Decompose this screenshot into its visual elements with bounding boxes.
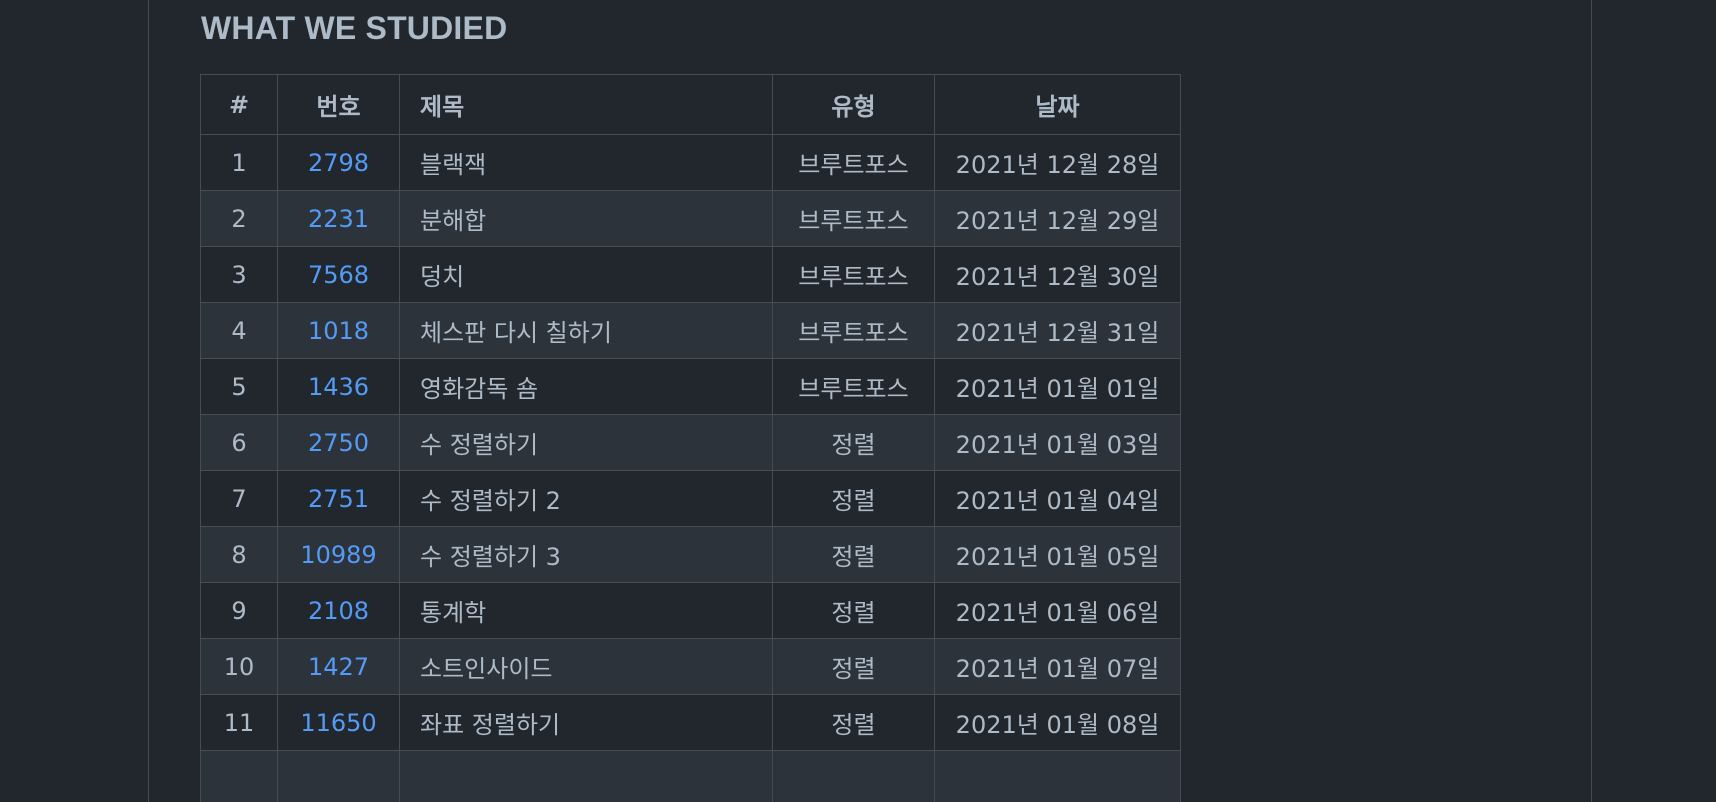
study-date-cell: 2021년 12월 31일 xyxy=(934,302,1181,359)
study-date-cell: 2021년 01월 01일 xyxy=(934,358,1181,415)
study-date-cell: 2021년 12월 29일 xyxy=(934,190,1181,247)
problem-number-cell: 2231 xyxy=(277,190,400,247)
problem-type-cell: 브루트포스 xyxy=(772,246,935,303)
row-index-cell: 6 xyxy=(200,414,278,471)
study-date-cell: 2021년 01월 07일 xyxy=(934,638,1181,695)
study-date-cell: 2021년 12월 30일 xyxy=(934,246,1181,303)
problem-link[interactable]: 1018 xyxy=(307,316,370,345)
problem-number-cell xyxy=(277,750,400,802)
problem-link[interactable]: 2108 xyxy=(307,596,370,625)
problem-type-cell: 정렬 xyxy=(772,694,935,751)
studied-problems-table: # 번호 제목 유형 날짜 1 2798 블랙잭 브루트포스 2021년 12월 28일… xyxy=(200,74,1181,802)
problem-title-cell: 수 정렬하기 3 xyxy=(399,526,773,583)
problem-type-cell: 브루트포스 xyxy=(772,358,935,415)
row-index-cell: 9 xyxy=(200,582,278,639)
problem-type-cell: 정렬 xyxy=(772,470,935,527)
problem-type-cell: 브루트포스 xyxy=(772,190,935,247)
row-index-cell: 2 xyxy=(200,190,278,247)
study-date-cell: 2021년 12월 28일 xyxy=(934,134,1181,191)
row-index-cell: 8 xyxy=(200,526,278,583)
section-heading: WHAT WE STUDIED xyxy=(201,10,508,46)
problem-number-cell: 2108 xyxy=(277,582,400,639)
problem-link[interactable]: 7568 xyxy=(307,260,370,289)
row-index-cell: 1 xyxy=(200,134,278,191)
row-index-cell: 3 xyxy=(200,246,278,303)
problem-type-cell: 정렬 xyxy=(772,638,935,695)
row-index-cell: 10 xyxy=(200,638,278,695)
table-row: 8 10989 수 정렬하기 3 정렬 2021년 01월 05일 xyxy=(200,526,1181,583)
problem-title-cell: 체스판 다시 칠하기 xyxy=(399,302,773,359)
header-index: # xyxy=(200,74,278,135)
table-row: 10 1427 소트인사이드 정렬 2021년 01월 07일 xyxy=(200,638,1181,695)
problem-number-cell: 7568 xyxy=(277,246,400,303)
problem-number-cell: 1018 xyxy=(277,302,400,359)
table-row: 7 2751 수 정렬하기 2 정렬 2021년 01월 04일 xyxy=(200,470,1181,527)
problem-type-cell: 정렬 xyxy=(772,526,935,583)
table-row: 6 2750 수 정렬하기 정렬 2021년 01월 03일 xyxy=(200,414,1181,471)
header-number: 번호 xyxy=(277,74,400,135)
table-row: 11 11650 좌표 정렬하기 정렬 2021년 01월 08일 xyxy=(200,694,1181,751)
problem-type-cell: 정렬 xyxy=(772,414,935,471)
problem-link[interactable]: 1427 xyxy=(307,652,370,681)
problem-title-cell: 수 정렬하기 xyxy=(399,414,773,471)
problem-link[interactable]: 1436 xyxy=(307,372,370,401)
study-date-cell: 2021년 01월 03일 xyxy=(934,414,1181,471)
problem-number-cell: 2751 xyxy=(277,470,400,527)
table-body: 1 2798 블랙잭 브루트포스 2021년 12월 28일 2 2231 분해합 브루트포스 2… xyxy=(200,134,1181,802)
table-header-row: # 번호 제목 유형 날짜 xyxy=(200,74,1181,135)
row-index-cell xyxy=(200,750,278,802)
problem-title-cell: 좌표 정렬하기 xyxy=(399,694,773,751)
table-row: 3 7568 덩치 브루트포스 2021년 12월 30일 xyxy=(200,246,1181,303)
problem-number-cell: 10989 xyxy=(277,526,400,583)
problem-title-cell: 소트인사이드 xyxy=(399,638,773,695)
study-date-cell: 2021년 01월 04일 xyxy=(934,470,1181,527)
problem-number-cell: 1427 xyxy=(277,638,400,695)
problem-number-cell: 2750 xyxy=(277,414,400,471)
problem-number-cell: 11650 xyxy=(277,694,400,751)
row-index-cell: 5 xyxy=(200,358,278,415)
problem-title-cell: 덩치 xyxy=(399,246,773,303)
problem-link[interactable]: 2750 xyxy=(307,428,370,457)
table-row: 9 2108 통계학 정렬 2021년 01월 06일 xyxy=(200,582,1181,639)
problem-link[interactable]: 11650 xyxy=(300,708,377,737)
table-row: 2 2231 분해합 브루트포스 2021년 12월 29일 xyxy=(200,190,1181,247)
study-date-cell: 2021년 01월 06일 xyxy=(934,582,1181,639)
table-row: 1 2798 블랙잭 브루트포스 2021년 12월 28일 xyxy=(200,134,1181,191)
table-row xyxy=(200,750,1181,802)
row-index-cell: 11 xyxy=(200,694,278,751)
problem-link[interactable]: 2751 xyxy=(307,484,370,513)
problem-link[interactable]: 2798 xyxy=(307,148,370,177)
content-frame xyxy=(148,0,1592,802)
row-index-cell: 4 xyxy=(200,302,278,359)
study-date-cell: 2021년 01월 08일 xyxy=(934,694,1181,751)
problem-type-cell xyxy=(772,750,935,802)
problem-title-cell: 영화감독 숌 xyxy=(399,358,773,415)
problem-type-cell: 브루트포스 xyxy=(772,302,935,359)
problem-type-cell: 브루트포스 xyxy=(772,134,935,191)
table-row: 4 1018 체스판 다시 칠하기 브루트포스 2021년 12월 31일 xyxy=(200,302,1181,359)
problem-number-cell: 1436 xyxy=(277,358,400,415)
problem-type-cell: 정렬 xyxy=(772,582,935,639)
table-row: 5 1436 영화감독 숌 브루트포스 2021년 01월 01일 xyxy=(200,358,1181,415)
problem-link[interactable]: 10989 xyxy=(300,540,377,569)
header-date: 날짜 xyxy=(934,74,1181,135)
problem-link[interactable]: 2231 xyxy=(307,204,370,233)
study-date-cell: 2021년 01월 05일 xyxy=(934,526,1181,583)
problem-title-cell: 통계학 xyxy=(399,582,773,639)
header-title: 제목 xyxy=(399,74,773,135)
problem-title-cell: 수 정렬하기 2 xyxy=(399,470,773,527)
problem-number-cell: 2798 xyxy=(277,134,400,191)
problem-title-cell: 블랙잭 xyxy=(399,134,773,191)
study-date-cell xyxy=(934,750,1181,802)
problem-title-cell: 분해합 xyxy=(399,190,773,247)
header-type: 유형 xyxy=(772,74,935,135)
problem-title-cell xyxy=(399,750,773,802)
row-index-cell: 7 xyxy=(200,470,278,527)
